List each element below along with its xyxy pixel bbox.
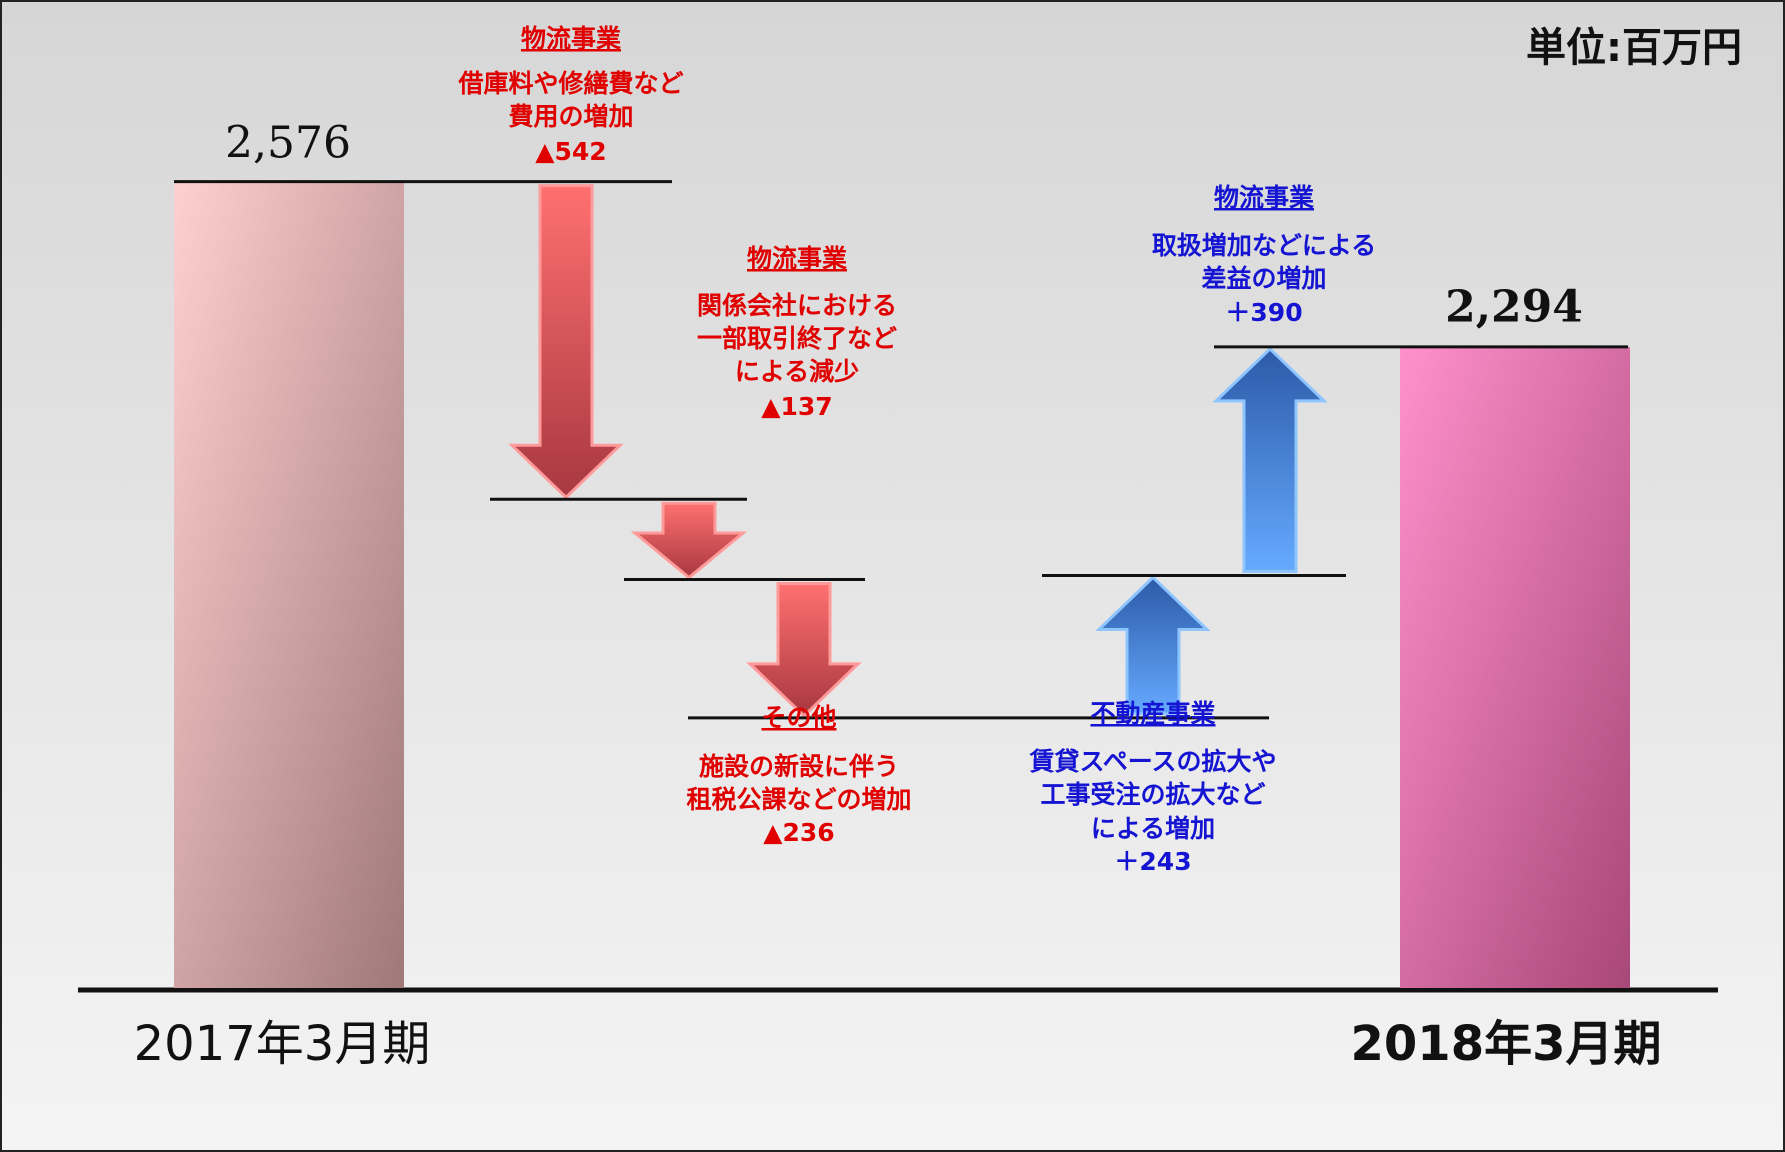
step-description: 一部取引終了など	[697, 324, 897, 353]
step-name: 不動産事業	[1090, 699, 1215, 728]
step-name: 物流事業	[521, 24, 621, 53]
step-value-label: ▲137	[761, 392, 832, 421]
step-description: 工事受注の拡大など	[1040, 780, 1265, 809]
step-value-label: ＋243	[1114, 847, 1191, 876]
start-bar	[174, 181, 404, 988]
increase-arrow	[1212, 346, 1328, 573]
start-category: 2017年3月期	[134, 1016, 431, 1072]
step-description: 差益の増加	[1201, 264, 1326, 293]
decrease-arrow	[508, 184, 624, 500]
end-value-label: 2,294	[1445, 282, 1583, 333]
step-name: 物流事業	[1214, 183, 1314, 212]
step-description: 費用の増加	[507, 102, 633, 131]
step-value-label: ▲542	[535, 137, 606, 166]
step-name: 物流事業	[747, 244, 847, 273]
step-description: 賃貸スペースの拡大や	[1028, 747, 1276, 776]
decrease-arrow	[746, 582, 862, 718]
start-value-label: 2,576	[225, 118, 351, 169]
decrease-arrow	[630, 501, 748, 580]
step-description: 関係会社における	[697, 291, 897, 320]
step-description: 施設の新設に伴う	[699, 752, 899, 781]
step-description: 借庫料や修繕費など	[457, 69, 683, 98]
step-description: 租税公課などの増加	[686, 785, 911, 814]
increase-arrow	[1095, 575, 1211, 716]
end-bar	[1400, 346, 1630, 988]
end-category: 2018年3月期	[1351, 1016, 1662, 1072]
step-description: による減少	[735, 357, 859, 386]
unit-label: 単位:百万円	[1526, 25, 1742, 71]
step-value-label: ＋390	[1225, 298, 1302, 327]
step-description: による増加	[1091, 814, 1215, 843]
step-description: 取扱増加などによる	[1152, 231, 1376, 260]
step-name: その他	[761, 703, 836, 732]
step-value-label: ▲236	[763, 818, 834, 847]
